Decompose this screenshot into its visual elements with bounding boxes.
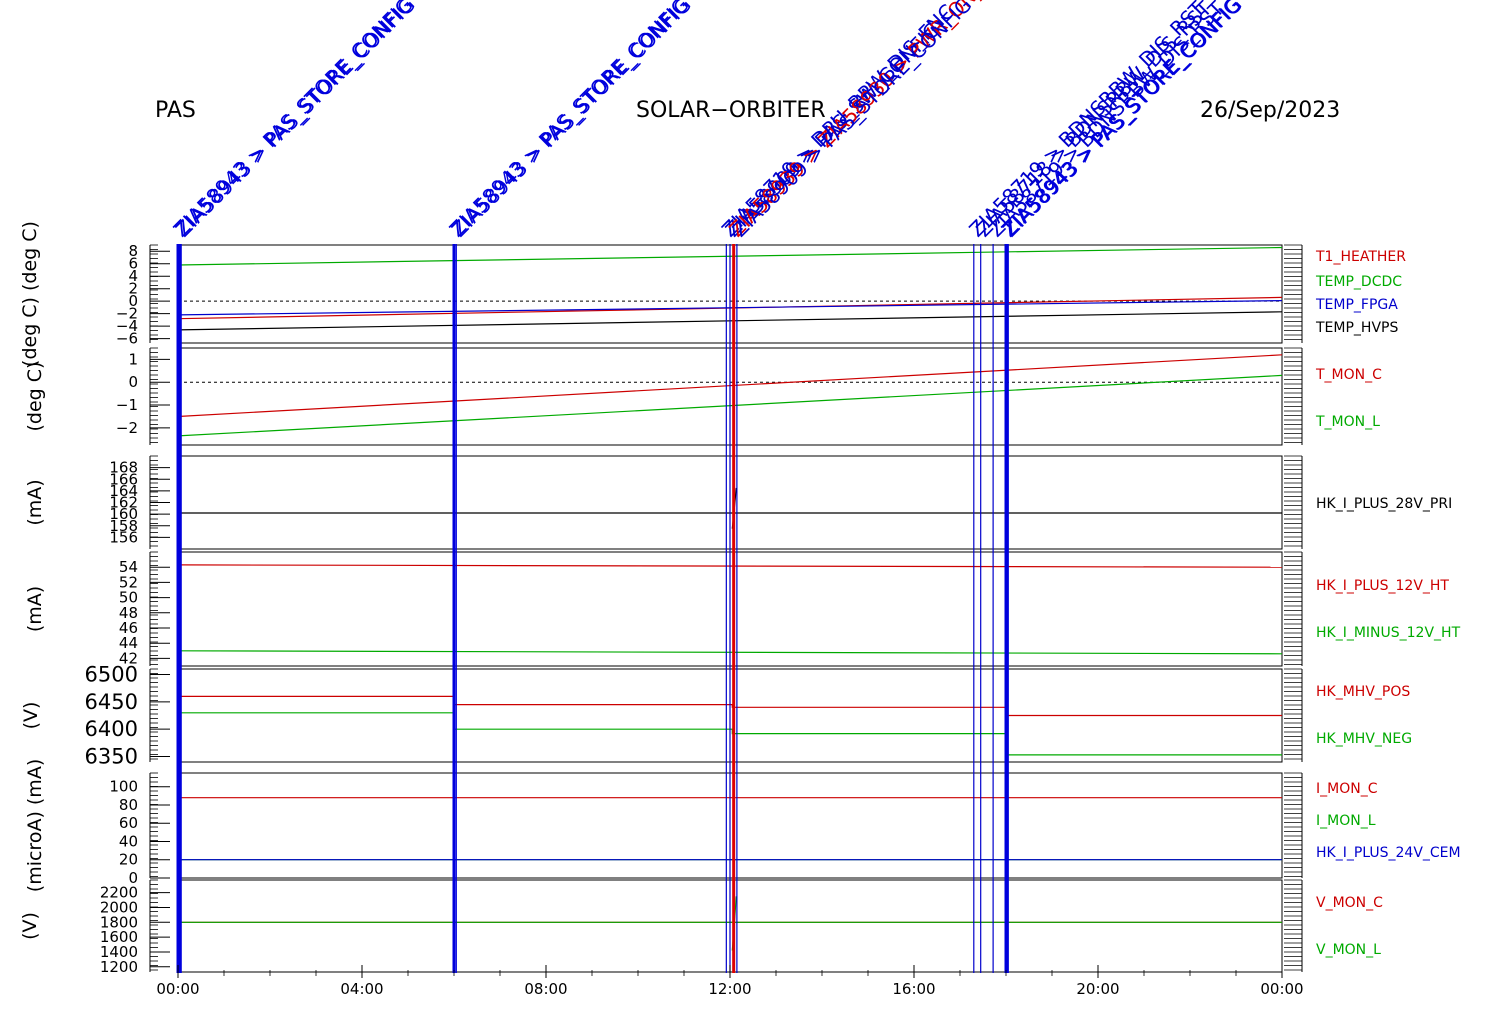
- y-tick-label: 6400: [85, 717, 138, 741]
- y-tick-label: 54: [119, 558, 138, 576]
- legend-hk_mhv_pos: HK_MHV_POS: [1316, 684, 1410, 700]
- y-tick-label: 40: [119, 832, 138, 850]
- legend-hk_i_plus_28v_pri: HK_I_PLUS_28V_PRI: [1316, 496, 1452, 512]
- x-tick-label: 08:00: [524, 980, 567, 998]
- y-tick-label: 0: [128, 292, 138, 310]
- y-tick-label: 52: [119, 573, 138, 591]
- y-axis-label: (deg C) (deg C): [19, 221, 41, 367]
- legend-hk_i_minus_12v_ht: HK_I_MINUS_12V_HT: [1316, 625, 1461, 641]
- legend-temp_dcdc: TEMP_DCDC: [1315, 274, 1402, 290]
- legend-i_mon_c: I_MON_C: [1316, 781, 1378, 797]
- legend-t_mon_l: T_MON_L: [1315, 414, 1380, 430]
- y-tick-label: −1: [116, 396, 138, 414]
- x-tick-label: 12:00: [708, 980, 751, 998]
- y-tick-label: 1200: [100, 958, 138, 976]
- y-tick-label: −4: [116, 317, 138, 335]
- x-tick-label: 04:00: [340, 980, 383, 998]
- legend-v_mon_l: V_MON_L: [1316, 942, 1381, 958]
- y-tick-label: 4: [128, 267, 138, 285]
- y-tick-label: 42: [119, 649, 138, 667]
- y-tick-label: 6500: [85, 662, 138, 686]
- y-tick-label: 2000: [100, 898, 138, 916]
- y-tick-label: 60: [119, 814, 138, 832]
- y-tick-label: 80: [119, 796, 138, 814]
- x-tick-label: 00:00: [156, 980, 199, 998]
- y-tick-label: 20: [119, 851, 138, 869]
- y-tick-label: 46: [119, 619, 138, 637]
- event-label: ZIA58943 > PAS_STORE_CONFIG: [171, 0, 420, 242]
- y-tick-label: 162: [109, 494, 138, 512]
- y-tick-label: −2: [116, 419, 138, 437]
- y-axis-label: (deg C): [24, 362, 46, 432]
- header-right: 26/Sep/2023: [1200, 98, 1340, 123]
- legend-hk_i_plus_12v_ht: HK_I_PLUS_12V_HT: [1316, 578, 1449, 594]
- legend-t1_heather: T1_HEATHER: [1315, 249, 1406, 265]
- y-axis-label: (mA): [24, 586, 46, 632]
- y-tick-label: 158: [109, 517, 138, 535]
- y-tick-label: 168: [109, 459, 138, 477]
- y-tick-label: 0: [128, 373, 138, 391]
- legend-hk_i_plus_24v_cem: HK_I_PLUS_24V_CEM: [1316, 845, 1461, 861]
- y-tick-label: 6450: [85, 690, 138, 714]
- y-axis-label: (V): [19, 912, 41, 940]
- y-tick-label: 2: [128, 280, 138, 298]
- legend-v_mon_c: V_MON_C: [1316, 895, 1383, 911]
- y-axis-label: (mA): [24, 479, 46, 525]
- x-tick-label: 16:00: [892, 980, 935, 998]
- y-tick-label: 1800: [100, 913, 138, 931]
- x-axis: 00:00 04:00 08:00 12:00 16:00 20:00 00:00: [156, 965, 1304, 998]
- y-tick-label: 1600: [100, 928, 138, 946]
- y-tick-label: 8: [128, 242, 138, 260]
- y-tick-label: 50: [119, 589, 138, 607]
- y-tick-label: 44: [119, 634, 138, 652]
- header-left: PAS: [155, 98, 196, 123]
- y-tick-label: 100: [109, 778, 138, 796]
- y-axis-label: (V): [20, 702, 42, 730]
- legend-i_mon_l: I_MON_L: [1316, 813, 1376, 829]
- y-tick-label: 48: [119, 604, 138, 622]
- y-tick-label: 6: [128, 255, 138, 273]
- legend-temp_hvps: TEMP_HVPS: [1315, 320, 1398, 336]
- y-tick-label: 2200: [100, 884, 138, 902]
- y-tick-label: −2: [116, 305, 138, 323]
- y-tick-label: 1400: [100, 943, 138, 961]
- panel-1: 1 0 −1 −2 (deg C) T_MON_C T_MON_L: [24, 347, 1382, 446]
- legend-t_mon_c: T_MON_C: [1315, 367, 1382, 383]
- header-center: SOLAR−ORBITER: [636, 98, 826, 123]
- y-axis-label: (microA) (mA): [24, 759, 46, 892]
- y-tick-label: 156: [109, 528, 138, 546]
- y-tick-label: 6350: [85, 745, 138, 769]
- y-tick-label: 0: [128, 869, 138, 887]
- legend-temp_fpga: TEMP_FPGA: [1315, 297, 1398, 313]
- x-tick-label: 20:00: [1076, 980, 1119, 998]
- y-tick-label: 164: [109, 482, 138, 500]
- y-tick-label: −6: [116, 330, 138, 348]
- y-tick-label: 160: [109, 505, 138, 523]
- x-tick-label: 00:00: [1260, 980, 1303, 998]
- legend-hk_mhv_neg: HK_MHV_NEG: [1316, 731, 1412, 747]
- y-tick-label: 1: [128, 350, 138, 368]
- panel-4: 6500 6450 6400 6350 (V) HK_MHV_POS HK_MHV_NEG: [20, 662, 1412, 768]
- y-tick-label: 166: [109, 470, 138, 488]
